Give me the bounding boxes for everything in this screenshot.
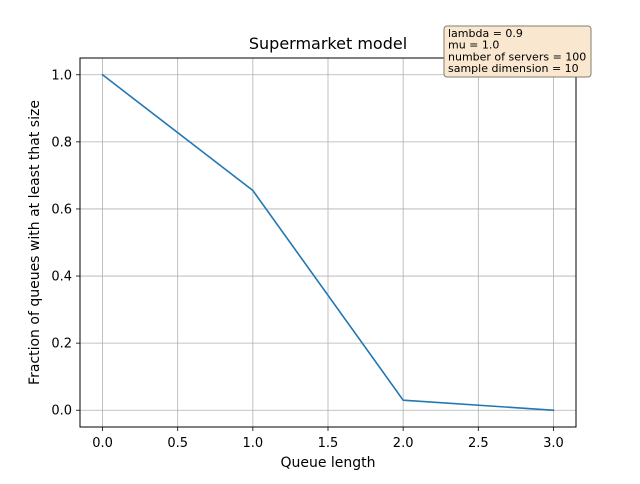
y-tick-label: 1.0 xyxy=(51,68,72,83)
annotation-line: number of servers = 100 xyxy=(448,50,586,63)
y-tick-label: 0.4 xyxy=(51,270,72,285)
y-tick-label: 0.8 xyxy=(51,135,72,150)
y-axis: 0.0 0.2 0.4 0.6 0.8 1.0 xyxy=(51,68,80,419)
chart-title: Supermarket model xyxy=(249,34,407,53)
x-axis: 0.0 0.5 1.0 1.5 2.0 2.5 3.0 xyxy=(92,427,564,451)
x-tick-label: 3.0 xyxy=(543,436,564,451)
x-tick-label: 2.0 xyxy=(393,436,414,451)
y-tick-label: 0.0 xyxy=(51,404,72,419)
y-axis-label: Fraction of queues with at least that si… xyxy=(27,100,43,385)
x-tick-label: 1.0 xyxy=(243,436,264,451)
x-axis-label: Queue length xyxy=(280,455,375,471)
annotation-line: lambda = 0.9 xyxy=(448,27,523,40)
grid-lines xyxy=(80,58,576,427)
annotation-line: sample dimension = 10 xyxy=(448,62,579,75)
y-tick-label: 0.2 xyxy=(51,337,72,352)
series-layer xyxy=(101,73,555,412)
y-tick-label: 0.6 xyxy=(51,202,72,217)
x-tick-label: 0.5 xyxy=(167,436,188,451)
x-tick-label: 0.0 xyxy=(92,436,113,451)
parameter-annotation: lambda = 0.9 mu = 1.0 number of servers … xyxy=(443,25,592,78)
annotation-line: mu = 1.0 xyxy=(448,39,499,52)
annotation-box xyxy=(443,25,592,78)
series-line xyxy=(101,73,555,412)
x-tick-label: 1.5 xyxy=(318,436,339,451)
x-tick-label: 2.5 xyxy=(468,436,489,451)
